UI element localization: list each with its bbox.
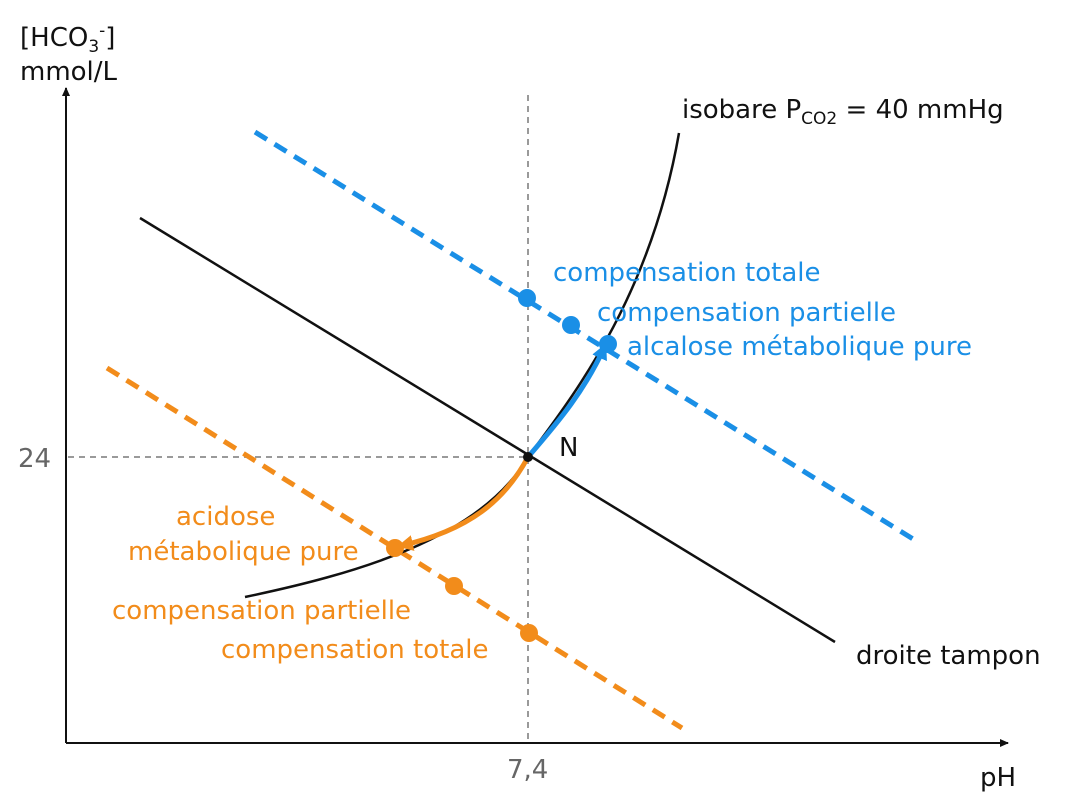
acidosis-partial-label: compensation partielle xyxy=(112,596,411,626)
y-axis-label-line1: [HCO3-] xyxy=(20,21,115,57)
y-tick-label: 24 xyxy=(18,444,51,474)
acidosis-pure-label-line1: acidose xyxy=(176,502,275,532)
droite-tampon-label: droite tampon xyxy=(856,641,1041,671)
point-n xyxy=(523,452,533,462)
x-tick-label: 7,4 xyxy=(507,755,548,785)
alkalosis-dashed-line xyxy=(253,129,920,545)
acidosis-pure-label-line2: métabolique pure xyxy=(128,537,359,567)
point-n-label: N xyxy=(559,433,578,463)
acidosis-pure-point xyxy=(386,539,404,557)
alkalosis-total-label: compensation totale xyxy=(553,258,821,288)
acidosis-total-point xyxy=(520,624,538,642)
acidosis-partial-point xyxy=(445,577,463,595)
alkalosis-arrow xyxy=(526,343,608,459)
acidosis-arrow xyxy=(397,455,531,551)
alkalosis-partial-label: compensation partielle xyxy=(597,298,896,328)
droite-tampon-line xyxy=(139,216,836,644)
acidosis-dashed-line xyxy=(105,365,684,731)
x-axis-label: pH xyxy=(980,763,1016,793)
alkalosis-partial-point xyxy=(562,316,580,334)
acidosis-total-label: compensation totale xyxy=(221,635,489,665)
alkalosis-total-point xyxy=(518,289,536,307)
alkalosis-pure-label: alcalose métabolique pure xyxy=(627,332,972,362)
isobare-label: isobare PCO2 = 40 mmHg xyxy=(682,95,1004,129)
y-axis-label-line2: mmol/L xyxy=(20,57,118,87)
isobare-curve xyxy=(244,132,681,599)
alkalosis-pure-point xyxy=(599,335,617,353)
